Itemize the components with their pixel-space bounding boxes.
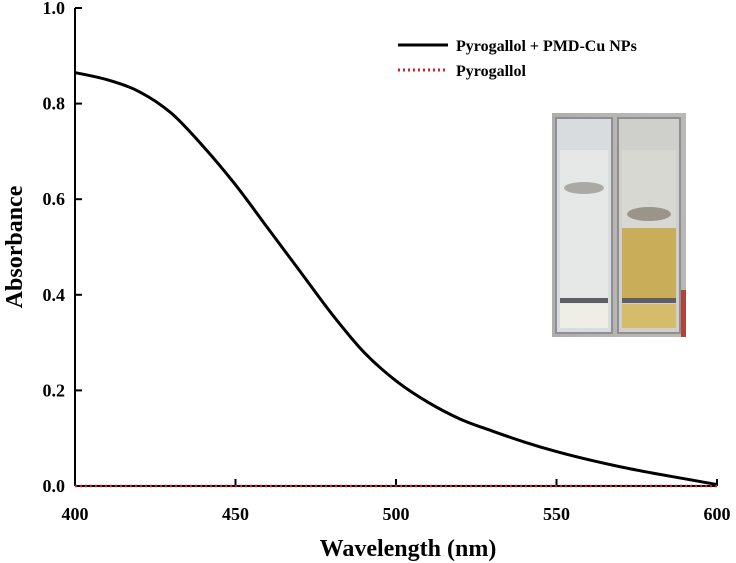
y-axis-ticks: 0.0 0.2 0.4 0.6 0.8 1.0 <box>43 0 82 496</box>
y-tick-label: 0.8 <box>43 94 66 114</box>
y-tick-label: 0.2 <box>43 380 66 400</box>
legend: Pyrogallol + PMD-Cu NPs Pyrogallol <box>398 38 637 80</box>
y-tick-label: 0.0 <box>43 476 66 496</box>
x-tick-label: 550 <box>543 504 570 524</box>
y-tick-label: 1.0 <box>43 0 66 18</box>
x-axis-ticks: 400 450 500 550 600 <box>62 479 731 524</box>
x-tick-label: 600 <box>704 504 731 524</box>
legend-label-series-1: Pyrogallol + PMD-Cu NPs <box>456 38 637 55</box>
y-tick-label: 0.6 <box>43 189 66 209</box>
legend-label-series-2: Pyrogallol <box>456 63 526 80</box>
series-layer <box>74 71 718 488</box>
y-axis-title: Absorbance <box>2 185 28 308</box>
y-tick-label: 0.4 <box>43 285 66 305</box>
inset-cuvette-photo <box>552 113 686 337</box>
x-tick-label: 450 <box>222 504 249 524</box>
x-tick-label: 500 <box>383 504 410 524</box>
x-tick-label: 400 <box>62 504 89 524</box>
x-axis-title: Wavelength (nm) <box>320 536 497 562</box>
series-line-1 <box>74 71 718 487</box>
